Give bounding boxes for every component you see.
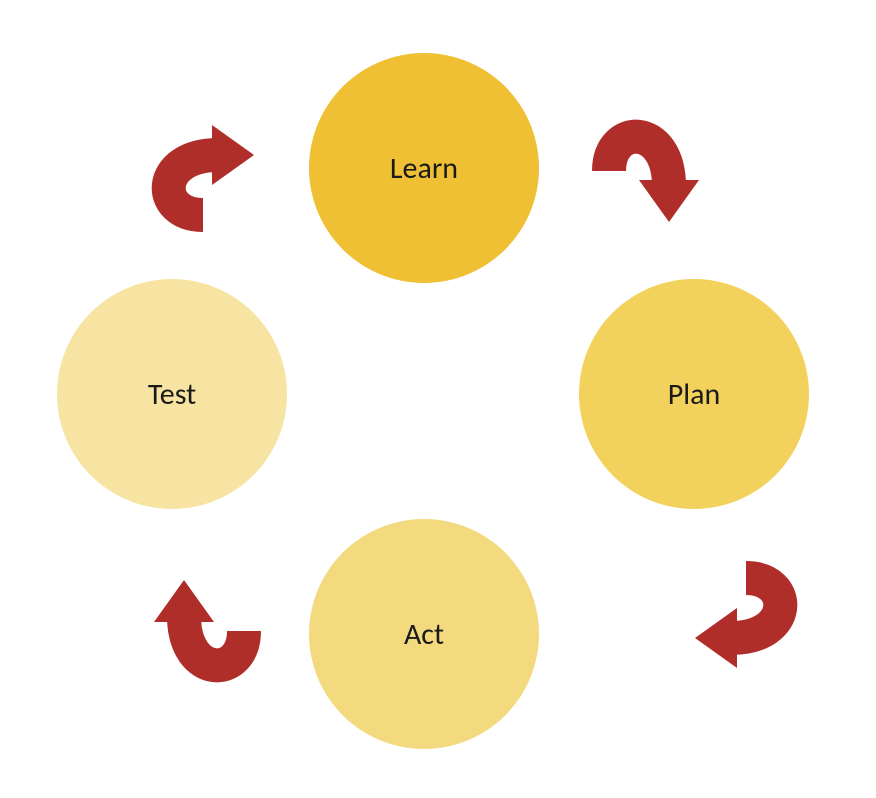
arrow-plan-to-act bbox=[671, 545, 821, 695]
node-label-learn: Learn bbox=[390, 150, 458, 187]
node-label-act: Act bbox=[404, 616, 444, 653]
node-act: Act bbox=[309, 519, 539, 749]
node-plan: Plan bbox=[579, 279, 809, 509]
node-label-test: Test bbox=[148, 376, 196, 413]
arrow-learn-to-plan bbox=[576, 96, 726, 246]
node-learn: Learn bbox=[309, 53, 539, 283]
node-label-plan: Plan bbox=[668, 376, 721, 413]
node-test: Test bbox=[57, 279, 287, 509]
cycle-diagram: Learn Plan Act Test bbox=[0, 0, 876, 798]
arrow-act-to-test bbox=[127, 556, 277, 706]
arrow-test-to-learn bbox=[128, 98, 278, 248]
